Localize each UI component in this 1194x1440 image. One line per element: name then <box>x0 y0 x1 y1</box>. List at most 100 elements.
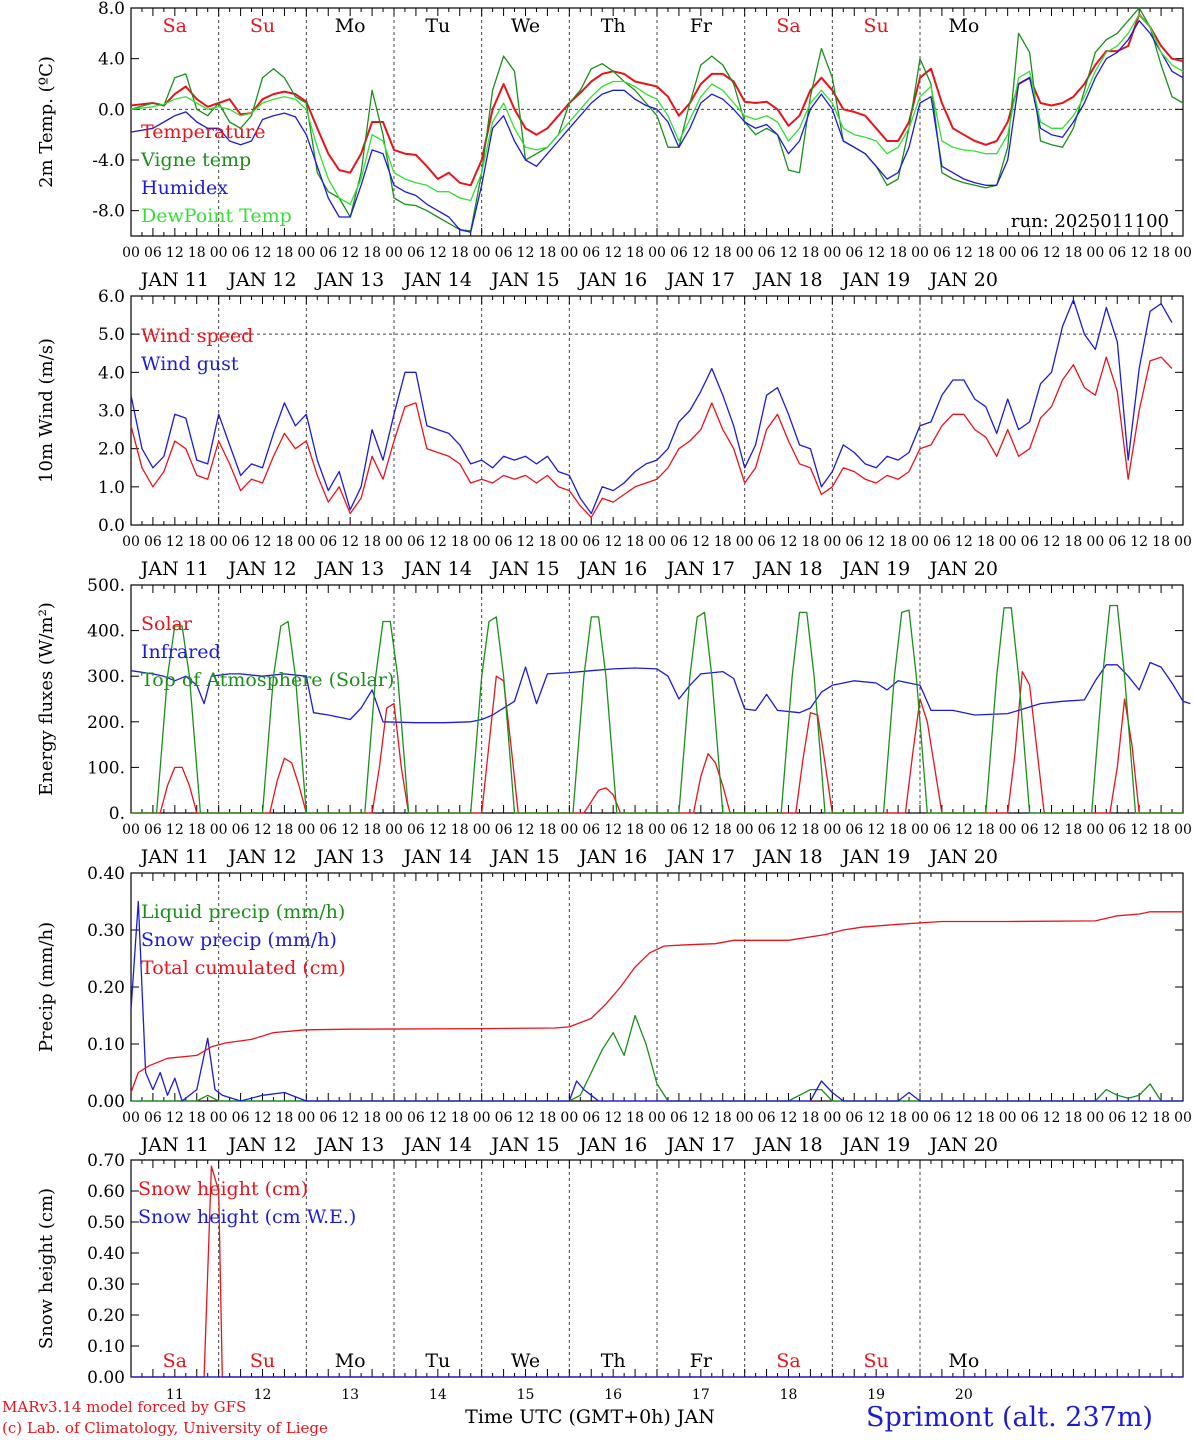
y-tick-label: 0.00 <box>87 1092 125 1112</box>
hour-tick-label: 06 <box>758 822 776 838</box>
date-label: JAN 15 <box>489 846 559 868</box>
hour-tick-label: 18 <box>539 1110 557 1126</box>
date-label: JAN 19 <box>840 558 910 580</box>
y-tick-label: 1.0 <box>98 478 125 498</box>
model-credit: MARv3.14 model forced by GFS <box>2 1398 247 1416</box>
date-label: JAN 13 <box>314 558 384 580</box>
hour-tick-label: 06 <box>495 822 513 838</box>
hour-tick-label: 06 <box>232 534 250 550</box>
hour-tick-label: 06 <box>407 245 425 261</box>
hour-tick-label: 18 <box>626 534 644 550</box>
legend-entry: Liquid precip (mm/h) <box>141 901 345 923</box>
hour-tick-label: 12 <box>604 534 622 550</box>
y-tick-label: 400. <box>87 622 125 642</box>
hour-tick-label: 06 <box>758 1110 776 1126</box>
hour-tick-label: 18 <box>1065 534 1083 550</box>
y-axis-label: 2m Temp. (ºC) <box>36 56 57 188</box>
y-tick-label: -8.0 <box>92 202 125 222</box>
hour-tick-label: 06 <box>1021 534 1039 550</box>
hour-tick-label: 12 <box>166 534 184 550</box>
y-tick-label: 4.0 <box>98 363 125 383</box>
hour-tick-label: 06 <box>495 1110 513 1126</box>
hour-tick-label: 06 <box>1021 1110 1039 1126</box>
hour-tick-label: 18 <box>889 534 907 550</box>
hour-tick-label: 18 <box>802 534 820 550</box>
hour-tick-label: 18 <box>1152 822 1170 838</box>
legend-entry: DewPoint Temp <box>141 205 292 227</box>
hour-tick-label: 00 <box>560 534 578 550</box>
hour-tick-label: 06 <box>232 822 250 838</box>
panel-5: 0.70 0.60 0.50 0.40 0.30 0.20 0.10 0.00 Snow hei… <box>36 1151 1184 1428</box>
hour-tick-label: 00 <box>385 534 403 550</box>
hour-tick-label: 12 <box>692 245 710 261</box>
series-line-1 <box>130 356 1173 519</box>
hour-tick-label: 06 <box>1108 534 1126 550</box>
hour-tick-label: 00 <box>385 245 403 261</box>
hour-tick-label: 18 <box>889 822 907 838</box>
y-tick-label: 0.30 <box>87 1275 125 1295</box>
y-tick-label: 0.00 <box>87 1368 125 1388</box>
legend-entry: Snow precip (mm/h) <box>141 929 337 951</box>
hour-tick-label: 18 <box>802 245 820 261</box>
hour-tick-label: 06 <box>933 822 951 838</box>
hour-tick-label: 00 <box>648 1110 666 1126</box>
date-label: JAN 16 <box>577 846 647 868</box>
y-tick-label: 0.60 <box>87 1182 125 1202</box>
hour-tick-label: 06 <box>670 1110 688 1126</box>
legend-entry: Wind speed <box>141 325 253 347</box>
x-axis-label: Time UTC (GMT+0h) JAN <box>465 1406 715 1428</box>
hour-tick-label: 12 <box>1043 245 1061 261</box>
hour-tick-label: 12 <box>955 1110 973 1126</box>
hour-tick-label: 00 <box>297 822 315 838</box>
legend-entry: Total cumulated (cm) <box>141 957 346 979</box>
hour-tick-label: 12 <box>166 822 184 838</box>
hour-tick-label: 12 <box>517 534 535 550</box>
series-line-3 <box>130 911 1183 1093</box>
hour-tick-label: 12 <box>166 1110 184 1126</box>
hour-tick-label: 12 <box>517 822 535 838</box>
date-label: JAN 14 <box>402 558 472 580</box>
date-label: JAN 13 <box>314 1134 384 1156</box>
series-line-1 <box>130 13 1184 187</box>
hour-tick-label: 00 <box>648 245 666 261</box>
day-number-label: 11 <box>166 1387 184 1403</box>
hour-tick-label: 12 <box>1130 822 1148 838</box>
weekday-label: Mo <box>948 1350 979 1372</box>
hour-tick-label: 06 <box>582 822 600 838</box>
hour-tick-label: 18 <box>451 245 469 261</box>
hour-tick-label: 12 <box>254 534 272 550</box>
hour-tick-label: 18 <box>276 534 294 550</box>
hour-tick-label: 06 <box>232 245 250 261</box>
hour-tick-label: 18 <box>977 245 995 261</box>
weekday-label: Fr <box>690 1350 713 1372</box>
date-label: JAN 18 <box>752 269 822 291</box>
date-label: JAN 15 <box>489 558 559 580</box>
date-label: JAN 20 <box>928 558 998 580</box>
date-label: JAN 14 <box>402 1134 472 1156</box>
date-label: JAN 18 <box>752 846 822 868</box>
hour-tick-label: 06 <box>670 822 688 838</box>
panel-1: 8.04.00.0-4.0-8.02m Temp. (ºC)00 06 12 18 00… <box>36 0 1192 291</box>
day-number-label: 20 <box>955 1387 973 1403</box>
hour-tick-label: 06 <box>1021 245 1039 261</box>
date-label: JAN 11 <box>139 1134 209 1156</box>
y-tick-label: 6.0 <box>98 287 125 307</box>
hour-tick-label: 12 <box>429 245 447 261</box>
y-tick-label: 4.0 <box>98 50 125 70</box>
date-label: JAN 14 <box>402 269 472 291</box>
hour-tick-label: 18 <box>1065 822 1083 838</box>
series-line-2 <box>130 900 1183 1102</box>
hour-tick-label: 00 <box>823 534 841 550</box>
series-line-2 <box>130 299 1173 515</box>
hour-tick-label: 00 <box>473 534 491 550</box>
hour-tick-label: 00 <box>210 822 228 838</box>
hour-tick-label: 18 <box>188 1110 206 1126</box>
legend-entry: Solar <box>141 613 193 635</box>
day-number-label: 14 <box>429 1387 447 1403</box>
date-label: JAN 15 <box>489 1134 559 1156</box>
legend-entry: Humidex <box>141 177 228 199</box>
y-tick-label: 200. <box>87 713 125 733</box>
legend-entry: Vigne temp <box>140 149 251 171</box>
hour-tick-label: 06 <box>582 1110 600 1126</box>
hour-tick-label: 12 <box>780 1110 798 1126</box>
